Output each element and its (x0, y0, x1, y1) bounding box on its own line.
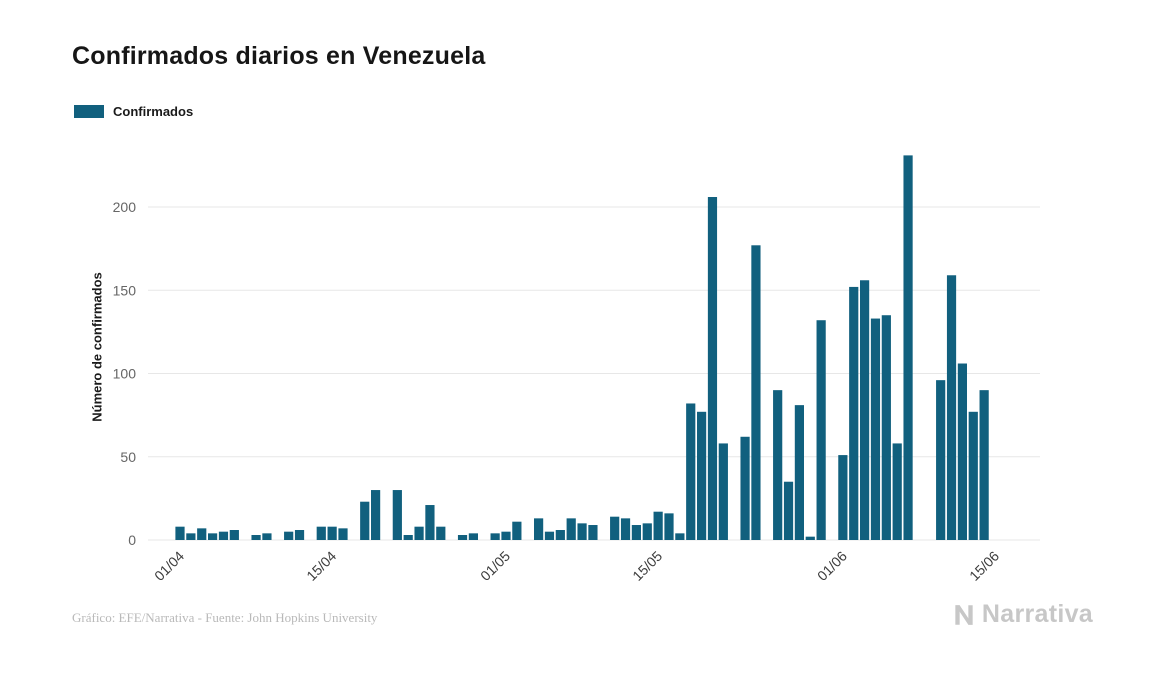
chart-title: Confirmados diarios en Venezuela (72, 42, 486, 70)
bar (620, 518, 631, 540)
y-tick-label: 0 (128, 532, 136, 548)
bar (327, 526, 337, 540)
bar (316, 526, 326, 540)
bar (957, 363, 967, 540)
bar (686, 403, 696, 540)
bar (425, 505, 435, 540)
bar (566, 518, 576, 540)
bar (392, 490, 402, 540)
bar (284, 531, 294, 540)
x-tick-label: 01/05 (477, 548, 513, 584)
bar (403, 535, 413, 540)
bar (338, 528, 348, 540)
bar (707, 197, 718, 540)
bar (360, 501, 370, 540)
x-tick-label: 15/04 (303, 548, 339, 584)
bar (697, 411, 707, 540)
bar (457, 535, 468, 540)
bar (414, 526, 424, 540)
x-tick-label: 15/05 (629, 548, 665, 584)
bar (946, 275, 957, 540)
bar (610, 516, 620, 540)
bar (816, 320, 826, 540)
bar (870, 318, 881, 540)
bar (218, 531, 229, 540)
bar (968, 411, 978, 540)
bar (664, 513, 674, 540)
bar (805, 536, 815, 540)
bar (979, 390, 989, 540)
bar (229, 530, 239, 540)
bar (773, 390, 783, 540)
y-tick-label: 50 (120, 449, 136, 465)
narrativa-n-icon (955, 604, 973, 625)
bar (262, 533, 272, 540)
bar (490, 533, 500, 540)
bar (588, 525, 598, 540)
bar (436, 526, 446, 540)
bar (642, 523, 652, 540)
bar (512, 521, 522, 540)
y-tick-label: 150 (113, 282, 137, 298)
narrativa-logo: Narrativa (951, 600, 1093, 629)
bar (534, 518, 544, 540)
bar (251, 535, 261, 540)
bar (544, 531, 555, 540)
bar (718, 443, 728, 540)
bar (892, 443, 902, 540)
bar (675, 533, 685, 540)
narrativa-wordmark: Narrativa (981, 600, 1093, 628)
bar (903, 155, 913, 540)
bar (186, 533, 196, 540)
bar (577, 523, 587, 540)
bar (208, 533, 218, 540)
bar (501, 531, 511, 540)
x-tick-label: 15/06 (966, 548, 1002, 584)
bar (849, 286, 859, 540)
bar (740, 436, 750, 540)
bar (468, 533, 478, 540)
bar (794, 405, 804, 540)
x-tick-label: 01/04 (151, 548, 187, 584)
y-tick-label: 200 (113, 199, 137, 215)
legend-swatch-confirmados (74, 105, 104, 118)
bar (555, 530, 565, 540)
bar (653, 511, 663, 540)
legend: Confirmados (74, 104, 193, 119)
bar (936, 380, 946, 540)
bar (294, 530, 305, 540)
bar (860, 280, 870, 540)
bar (371, 490, 381, 540)
bar (838, 455, 848, 540)
bar (175, 526, 185, 540)
bar (881, 315, 891, 540)
legend-label: Confirmados (113, 104, 194, 119)
bar (783, 481, 794, 540)
bar (751, 245, 761, 541)
bar (631, 525, 641, 540)
bar (197, 528, 207, 540)
source-credit: Gráfico: EFE/Narrativa - Fuente: John Ho… (72, 610, 378, 625)
y-tick-label: 100 (113, 366, 137, 382)
x-tick-label: 01/06 (814, 548, 850, 584)
